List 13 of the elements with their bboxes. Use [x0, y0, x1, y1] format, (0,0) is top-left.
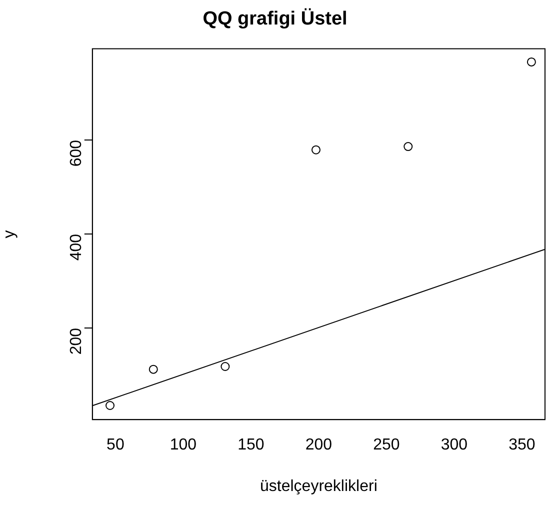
y-tick-label: 600 [68, 140, 85, 167]
y-axis-title: y [1, 230, 18, 238]
y-tick-label: 400 [68, 234, 85, 261]
x-axis-title: üstelçeyreklikleri [260, 478, 378, 495]
x-tick-label: 150 [238, 436, 264, 454]
x-tick-label: 100 [170, 436, 197, 454]
x-tick-label: 200 [305, 436, 332, 454]
chart-title: QQ grafigi Üstel [202, 8, 348, 30]
x-tick-label: 250 [373, 436, 400, 454]
y-tick-label: 200 [68, 328, 85, 355]
x-tick-label: 300 [440, 436, 468, 454]
x-tick-label: 50 [106, 436, 124, 454]
x-tick-label: 350 [508, 436, 536, 454]
